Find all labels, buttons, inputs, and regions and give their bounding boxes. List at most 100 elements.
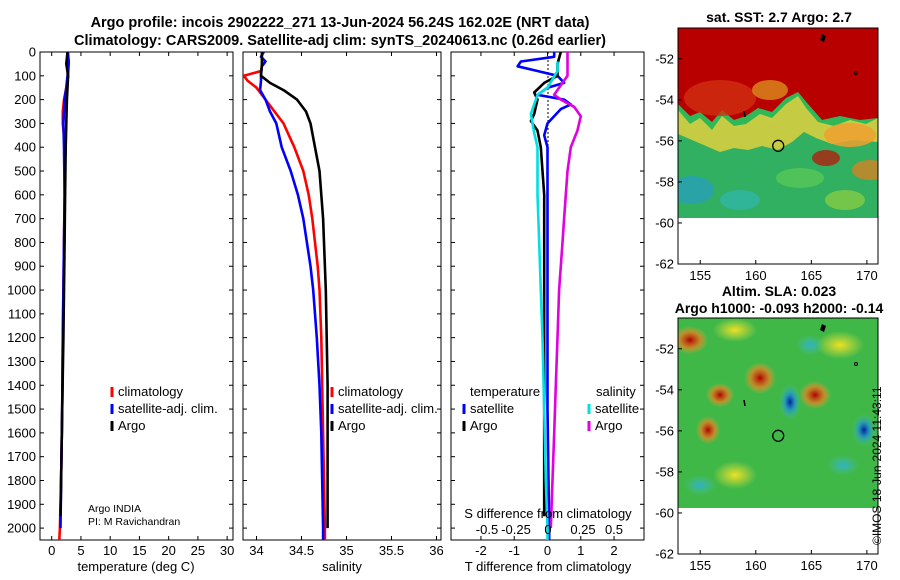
lon-tick-label: 160 [745, 558, 767, 573]
sla-map-axes: 155 160 165 170 -52 -54 -56 -58 -60 -62 [655, 341, 878, 573]
x-tick-label: 10 [103, 543, 117, 558]
lon-tick-label: 155 [689, 268, 711, 283]
s-tick-label: 0.5 [605, 522, 623, 537]
depth-tick-label: 1000 [7, 283, 36, 298]
temperature-axes-frame [39, 51, 234, 541]
x-tick-label: 0 [48, 543, 55, 558]
s-tick-label: -0.5 [476, 522, 498, 537]
s-difference-label: S difference from climatology [464, 506, 632, 521]
x-tick-label: -1 [508, 543, 520, 558]
series-line-argo [259, 52, 329, 529]
depth-tick-label: 500 [14, 164, 36, 179]
sst-cold-patch-1 [678, 176, 714, 204]
sla-map-title-line-2: Argo h1000: -0.093 h2000: -0.14 [675, 300, 884, 316]
lat-tick-label: -60 [655, 505, 674, 520]
sla-yellow-1 [713, 318, 757, 342]
sst-argo-location-marker [772, 139, 785, 152]
depth-tick-label: 300 [14, 116, 36, 131]
sst-lightgreen-patch [825, 190, 865, 210]
sla-low-2 [852, 414, 876, 446]
depth-tick-label: 600 [14, 187, 36, 202]
sst-map-frame [677, 27, 879, 265]
temperature-legend: climatology satellite-adj. clim. Argo [110, 384, 218, 433]
depth-tick-label: 0 [29, 45, 36, 60]
lat-tick-label: -60 [655, 215, 674, 230]
lon-tick-label: 170 [856, 558, 878, 573]
lat-tick-label: -58 [655, 174, 674, 189]
sla-cyan-2 [796, 335, 824, 355]
figure-title-line-2: Climatology: CARS2009. Satellite-adj cli… [74, 33, 606, 49]
x-tick-label: 15 [132, 543, 146, 558]
sla-map-title-line-1: Altim. SLA: 0.023 [722, 283, 837, 299]
salinity-series [243, 52, 329, 540]
sst-warm-patch-5 [852, 160, 878, 180]
sst-green-patch [776, 168, 824, 188]
sla-low-1 [779, 384, 801, 420]
depth-tick-label: 1100 [8, 306, 36, 321]
depth-tick-label: 1900 [7, 497, 36, 512]
x-tick-label: 2 [610, 543, 617, 558]
sst-warm-patch-1 [684, 80, 756, 116]
difference-x-axis: -2 -1 0 1 2 [475, 52, 618, 558]
sst-warm-patch-4 [812, 150, 840, 166]
legend-title-temperature: temperature [470, 384, 540, 399]
sla-high-2 [706, 383, 734, 407]
sst-map-image [678, 28, 878, 218]
sst-map-panel: sat. SST: 2.7 Argo: 2.7 155 160 165 170 -52 -… [655, 9, 879, 283]
lat-tick-label: -62 [655, 257, 674, 272]
legend-label-satellite: satellite-adj. clim. [118, 401, 218, 416]
depth-tick-label: 1300 [7, 354, 36, 369]
difference-panel: -2 -1 0 1 2 S difference from climatology -0… [450, 51, 645, 574]
lon-tick-label: 155 [689, 558, 711, 573]
lat-tick-label: -62 [655, 547, 674, 562]
sst-island-1 [820, 34, 826, 42]
series-line-s-satellite [529, 61, 559, 540]
x-tick-label: 1 [577, 543, 584, 558]
sst-cold-patch-2 [720, 190, 760, 210]
lon-tick-label: 165 [800, 268, 822, 283]
lon-tick-label: 165 [800, 558, 822, 573]
salinity-xlabel: salinity [322, 559, 362, 574]
depth-tick-label: 1700 [7, 449, 36, 464]
sla-yellow-2 [816, 331, 864, 359]
series-line-argo [59, 52, 70, 517]
sla-cyan-3 [684, 475, 716, 495]
salinity-y-ticks [243, 51, 441, 529]
sla-island-1 [820, 324, 826, 332]
depth-tick-label: 800 [14, 235, 36, 250]
float-program-note: Argo INDIA [88, 503, 141, 515]
salinity-panel: 34 34.5 35 35.5 36 salinity climatology sate… [242, 51, 444, 574]
legend-label-satellite: satellite-adj. clim. [338, 401, 438, 416]
sla-island-3 [743, 399, 746, 407]
float-pi-note: PI: M Ravichandran [88, 516, 180, 528]
x-tick-label: 30 [220, 543, 234, 558]
sla-high-4 [744, 362, 776, 394]
x-tick-label: 36 [429, 543, 443, 558]
depth-tick-label: 700 [14, 211, 36, 226]
figure-title-line-1: Argo profile: incois 2902222_271 13-Jun-… [90, 15, 590, 31]
t-difference-xlabel: T difference from climatology [465, 559, 632, 574]
salinity-x-axis: 34 34.5 35 35.5 36 [249, 52, 444, 558]
legend-label-climatology: climatology [118, 384, 184, 399]
lat-tick-label: -54 [655, 382, 674, 397]
sst-warm-patch-2 [752, 80, 788, 100]
lat-tick-label: -54 [655, 92, 674, 107]
legend-label-climatology: climatology [338, 384, 404, 399]
sla-cyan-1 [827, 455, 859, 475]
sla-yellow-3 [713, 461, 757, 489]
sla-high-3 [696, 416, 720, 444]
difference-legend-temperature: temperature satellite Argo [462, 384, 540, 433]
x-tick-label: 25 [191, 543, 205, 558]
x-tick-label: 20 [161, 543, 175, 558]
legend-label-s-satellite: satellite [595, 401, 639, 416]
depth-tick-label: 400 [14, 140, 36, 155]
difference-y-ticks [451, 51, 644, 529]
x-tick-label: 35 [339, 543, 353, 558]
sst-island-2 [854, 71, 858, 75]
s-tick-label: -0.25 [501, 522, 531, 537]
depth-tick-label: 1500 [7, 402, 36, 417]
sla-high-1 [678, 326, 708, 354]
x-tick-label: -2 [475, 543, 487, 558]
lon-tick-label: 160 [745, 268, 767, 283]
